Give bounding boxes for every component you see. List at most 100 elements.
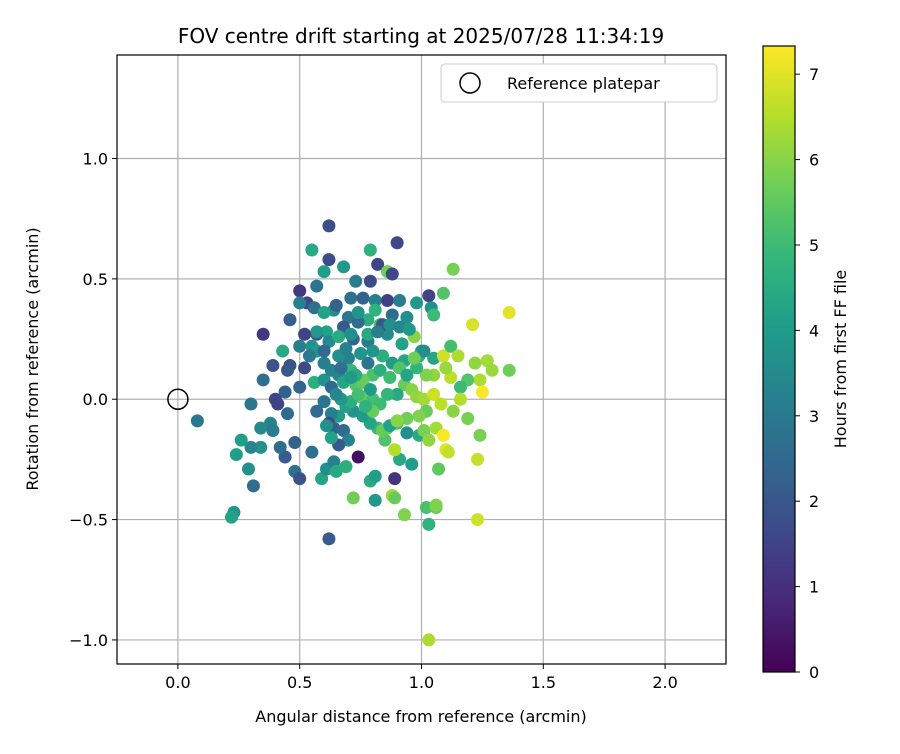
data-point <box>324 363 338 377</box>
colorbar-tick-label: 5 <box>809 236 819 255</box>
data-point <box>453 392 467 406</box>
reference-platepar-marker <box>167 388 189 410</box>
x-tick-label: 0.0 <box>165 673 190 692</box>
data-point <box>400 310 414 324</box>
data-point <box>354 346 368 360</box>
data-point <box>341 433 355 447</box>
data-point <box>344 371 358 385</box>
data-point <box>266 424 280 438</box>
colorbar-tick-label: 1 <box>809 578 819 597</box>
data-point <box>366 344 380 358</box>
data-point <box>278 385 292 399</box>
data-point <box>256 327 270 341</box>
data-point <box>322 532 336 546</box>
data-point <box>307 375 321 389</box>
data-point <box>319 419 333 433</box>
data-point <box>363 243 377 257</box>
data-point <box>407 351 421 365</box>
legend-box <box>440 63 718 103</box>
data-point <box>451 349 465 363</box>
data-point <box>256 373 270 387</box>
data-point <box>329 387 343 401</box>
data-point <box>288 436 302 450</box>
data-point <box>361 356 375 370</box>
x-tick-label: 1.5 <box>531 673 556 692</box>
colorbar-ticks: 0 1 2 3 4 5 6 7 <box>795 65 819 682</box>
data-point <box>317 265 331 279</box>
legend-label: Reference platepar <box>507 74 660 93</box>
data-point <box>475 385 489 399</box>
data-point <box>344 327 358 341</box>
y-tick-label: 1.0 <box>83 150 108 169</box>
data-point <box>337 260 351 274</box>
colorbar-tick-label: 6 <box>809 151 819 170</box>
data-point <box>305 243 319 257</box>
data-point <box>351 450 365 464</box>
data-point <box>393 452 407 466</box>
data-point <box>446 262 460 276</box>
data-point <box>400 411 414 425</box>
data-point <box>322 253 336 267</box>
data-point <box>361 327 375 341</box>
data-point <box>419 501 433 515</box>
data-point <box>400 426 414 440</box>
data-point <box>373 363 387 377</box>
data-point <box>368 469 382 483</box>
data-point <box>397 508 411 522</box>
data-point <box>468 356 482 370</box>
data-point <box>317 344 331 358</box>
data-point <box>361 313 375 327</box>
data-point <box>278 450 292 464</box>
data-point <box>317 306 331 320</box>
data-point <box>244 397 258 411</box>
data-point <box>317 395 331 409</box>
data-point <box>244 440 258 454</box>
data-point <box>293 472 307 486</box>
data-point <box>446 404 460 418</box>
data-point <box>383 371 397 385</box>
data-point <box>422 433 436 447</box>
colorbar-frame <box>762 45 796 673</box>
data-point <box>310 404 324 418</box>
data-point <box>427 387 441 401</box>
colorbar-tick-label: 0 <box>809 663 819 682</box>
data-point <box>339 342 353 356</box>
data-point <box>351 315 365 329</box>
data-point <box>417 344 431 358</box>
data-point <box>271 397 285 411</box>
data-point <box>502 363 516 377</box>
data-point <box>434 397 448 411</box>
data-point <box>480 354 494 368</box>
colorbar-tick-label: 2 <box>809 492 819 511</box>
data-point <box>358 399 372 413</box>
data-point <box>427 308 441 322</box>
data-point <box>371 257 385 271</box>
data-point <box>441 445 455 459</box>
data-point <box>242 462 256 476</box>
data-point <box>436 428 450 442</box>
data-point <box>393 320 407 334</box>
colorbar-tick-label: 4 <box>809 321 819 340</box>
data-point <box>310 279 324 293</box>
data-point <box>427 351 441 365</box>
data-point <box>356 291 370 305</box>
y-tick-label: 0.5 <box>83 270 108 289</box>
data-point <box>190 414 204 428</box>
data-point <box>473 428 487 442</box>
data-point <box>405 457 419 471</box>
data-point <box>444 371 458 385</box>
x-tick-label: 0.5 <box>287 673 312 692</box>
data-point <box>273 440 287 454</box>
y-tick-label: −0.5 <box>69 511 108 530</box>
data-point <box>234 433 248 447</box>
data-point <box>471 452 485 466</box>
data-point <box>305 445 319 459</box>
data-point <box>371 325 385 339</box>
data-point <box>410 296 424 310</box>
data-point <box>363 274 377 288</box>
y-tick-label: −1.0 <box>69 631 108 650</box>
data-point <box>436 349 450 363</box>
legend: Reference platepar <box>440 63 718 103</box>
data-point <box>322 334 336 348</box>
data-point <box>419 368 433 382</box>
